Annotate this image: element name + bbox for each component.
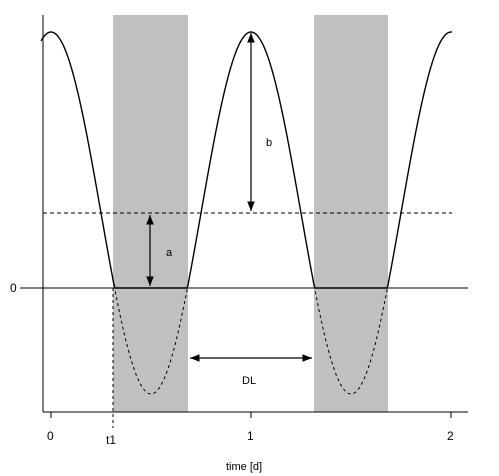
y-zero-label: 0	[10, 281, 17, 295]
x-tick-label-1: 1	[247, 429, 254, 443]
x-tick-label-0: 0	[47, 429, 54, 443]
x-tick-label-2: 2	[447, 429, 454, 443]
t1-label: t1	[106, 433, 116, 447]
label-a: a	[166, 247, 173, 259]
dashed-cosine-dip-2	[312, 279, 390, 395]
x-axis-label: time [d]	[226, 461, 262, 473]
label-b: b	[266, 137, 272, 149]
dashed-cosine-dip-1	[112, 279, 190, 395]
solid-cosine-curve	[40, 31, 453, 289]
label-dl: DL	[242, 375, 256, 387]
